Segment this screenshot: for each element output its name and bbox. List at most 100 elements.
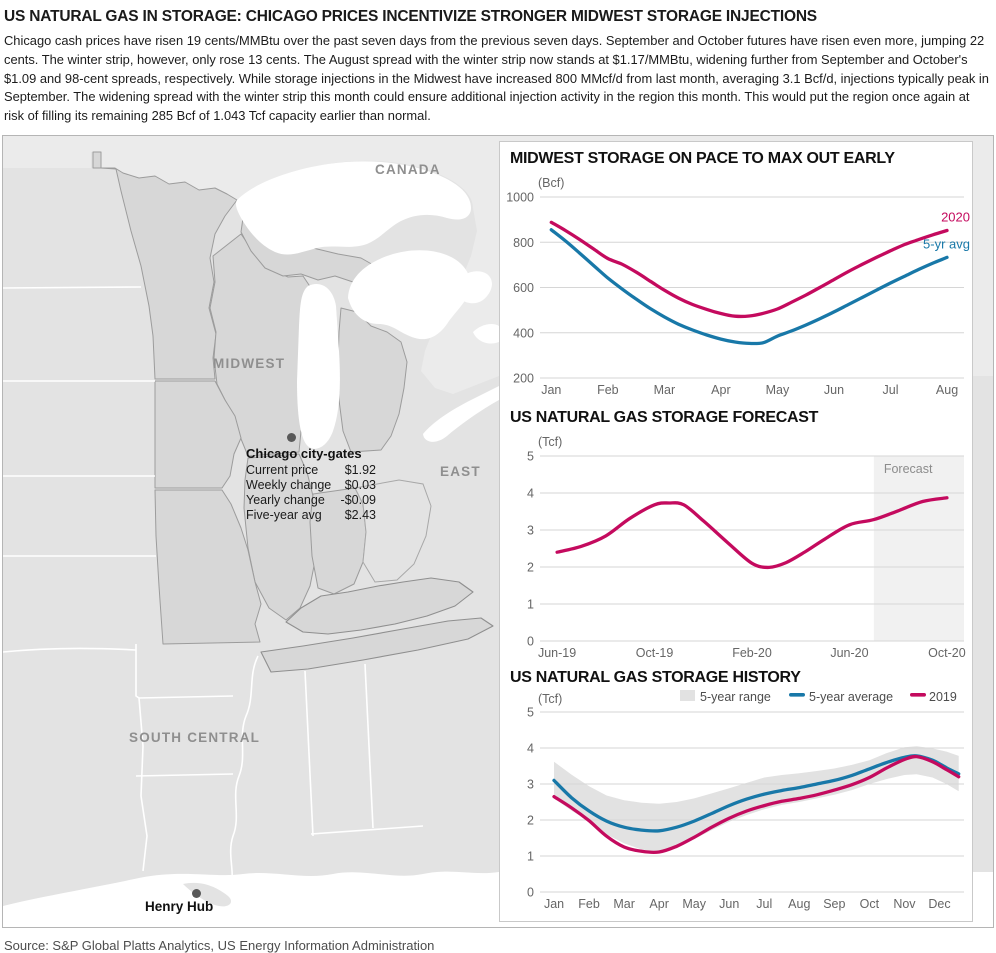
x-tick-label: Nov bbox=[893, 897, 916, 911]
x-tick-label: Apr bbox=[649, 897, 668, 911]
state-ohio bbox=[354, 479, 432, 583]
x-tick-label: Mar bbox=[613, 897, 635, 911]
legend-swatch-line bbox=[789, 693, 805, 697]
chicago-row-value: $0.03 bbox=[344, 478, 376, 493]
y-tick-label: 4 bbox=[527, 487, 534, 501]
y-tick-label: 2 bbox=[527, 814, 534, 828]
chicago-info-box: Chicago city-gates Current price $1.92 W… bbox=[246, 446, 376, 523]
chicago-info-row: Five-year avg $2.43 bbox=[246, 508, 376, 523]
light-state-borders bbox=[3, 286, 424, 885]
series-line-2019 bbox=[552, 755, 961, 855]
x-tick-label: Jan bbox=[541, 383, 561, 397]
henry-hub-label: Henry Hub bbox=[145, 899, 214, 915]
series-line-us-storage bbox=[555, 496, 949, 570]
lake-huron bbox=[348, 250, 471, 340]
y-tick-label: 200 bbox=[513, 372, 534, 386]
chicago-row-value: $2.43 bbox=[344, 508, 376, 523]
chart-title: US NATURAL GAS STORAGE FORECAST bbox=[510, 409, 819, 426]
chart-title: MIDWEST STORAGE ON PACE TO MAX OUT EARLY bbox=[510, 150, 895, 167]
y-tick-label: 5 bbox=[527, 706, 534, 720]
chart-storage-history: US NATURAL GAS STORAGE HISTORY (Tcf) 5 4 3 2 1… bbox=[510, 669, 964, 911]
lake-erie bbox=[423, 386, 499, 442]
chicago-info-title: Chicago city-gates bbox=[246, 446, 362, 462]
chicago-row-label: Weekly change bbox=[246, 478, 332, 493]
x-tick-label: Jun-19 bbox=[538, 646, 576, 660]
chart-title: US NATURAL GAS STORAGE HISTORY bbox=[510, 669, 801, 686]
chart-midwest-storage: MIDWEST STORAGE ON PACE TO MAX OUT EARLY… bbox=[506, 150, 970, 397]
y-tick-label: 3 bbox=[527, 524, 534, 538]
x-tick-label: Jun bbox=[824, 383, 844, 397]
x-tick-label: Jul bbox=[756, 897, 772, 911]
x-tick-label: Aug bbox=[936, 383, 958, 397]
series-line-5-yr-avg bbox=[549, 228, 949, 346]
map-label-east: EAST bbox=[440, 464, 481, 480]
chicago-marker-dot bbox=[287, 433, 296, 443]
x-tick-label: Oct bbox=[860, 897, 880, 911]
y-tick-label: 800 bbox=[513, 236, 534, 250]
x-tick-label: May bbox=[682, 897, 706, 911]
chicago-row-label: Current price bbox=[246, 463, 319, 478]
x-tick-label: May bbox=[766, 383, 790, 397]
legend-swatch-band bbox=[680, 690, 695, 702]
louisiana-delta bbox=[183, 883, 232, 907]
y-tick-label: 400 bbox=[513, 326, 534, 340]
state-iowa bbox=[154, 380, 242, 489]
state-tennessee bbox=[260, 617, 494, 673]
georgian-bay bbox=[455, 271, 492, 304]
x-tick-label: Oct-19 bbox=[636, 646, 674, 660]
x-tick-label: Feb bbox=[578, 897, 600, 911]
charts-panel: MIDWEST STORAGE ON PACE TO MAX OUT EARLY… bbox=[499, 141, 973, 923]
chicago-row-label: Five-year avg bbox=[246, 508, 322, 523]
series-line-5-year-average bbox=[552, 754, 961, 833]
x-tick-label: Dec bbox=[928, 897, 950, 911]
page-title: US NATURAL GAS IN STORAGE: CHICAGO PRICE… bbox=[4, 8, 817, 25]
chicago-info-row: Current price $1.92 bbox=[246, 463, 376, 478]
x-tick-label: Oct-20 bbox=[928, 646, 966, 660]
chicago-info-row: Weekly change $0.03 bbox=[246, 478, 376, 493]
y-tick-label: 2 bbox=[527, 561, 534, 575]
x-tick-label: Aug bbox=[788, 897, 810, 911]
x-tick-label: Jun bbox=[719, 897, 739, 911]
y-tick-label: 600 bbox=[513, 281, 534, 295]
state-minnesota bbox=[92, 151, 238, 380]
map-label-midwest: MIDWEST bbox=[213, 356, 286, 372]
y-tick-label: 0 bbox=[527, 635, 534, 649]
y-tick-label: 5 bbox=[527, 450, 534, 464]
page: US NATURAL GAS IN STORAGE: CHICAGO PRICE… bbox=[0, 8, 996, 953]
y-tick-label: 4 bbox=[527, 742, 534, 756]
chart-unit-label: (Tcf) bbox=[538, 435, 562, 449]
y-tick-label: 0 bbox=[527, 886, 534, 900]
x-tick-label: Feb-20 bbox=[732, 646, 772, 660]
chart-unit-label: (Tcf) bbox=[538, 692, 562, 706]
chart-unit-label: (Bcf) bbox=[538, 176, 564, 190]
henry-hub-marker-dot bbox=[192, 889, 201, 899]
legend-swatch-line bbox=[910, 693, 926, 697]
forecast-region bbox=[873, 456, 964, 642]
series-end-label: 5-yr avg bbox=[923, 237, 970, 252]
x-tick-label: Jun-20 bbox=[830, 646, 868, 660]
y-tick-label: 1000 bbox=[506, 191, 534, 205]
y-tick-label: 3 bbox=[527, 778, 534, 792]
map-label-canada: CANADA bbox=[375, 162, 441, 178]
map-label-south-central: SOUTH CENTRAL bbox=[129, 730, 261, 746]
legend-label: 5-year average bbox=[809, 690, 893, 704]
y-tick-label: 1 bbox=[527, 598, 534, 612]
forecast-label: Forecast bbox=[884, 462, 933, 476]
x-tick-label: Jan bbox=[544, 897, 564, 911]
chicago-row-value: $1.92 bbox=[344, 463, 376, 478]
x-tick-label: Jul bbox=[883, 383, 899, 397]
intro-paragraph: Chicago cash prices have risen 19 cents/… bbox=[4, 33, 989, 124]
series-line-2020 bbox=[549, 220, 949, 319]
lake-ontario bbox=[473, 324, 499, 344]
lake-michigan bbox=[297, 284, 340, 449]
legend-label: 5-year range bbox=[700, 690, 771, 704]
chart-storage-forecast: US NATURAL GAS STORAGE FORECAST (Tcf) Fore… bbox=[510, 409, 966, 660]
state-illinois bbox=[243, 453, 317, 621]
series-end-label: 2020 bbox=[941, 210, 970, 225]
x-tick-label: Apr bbox=[711, 383, 730, 397]
lake-superior bbox=[235, 161, 471, 255]
x-tick-label: Mar bbox=[654, 383, 676, 397]
chicago-row-value: -$0.09 bbox=[340, 493, 376, 508]
state-kentucky bbox=[285, 577, 474, 635]
great-lakes bbox=[235, 161, 499, 449]
